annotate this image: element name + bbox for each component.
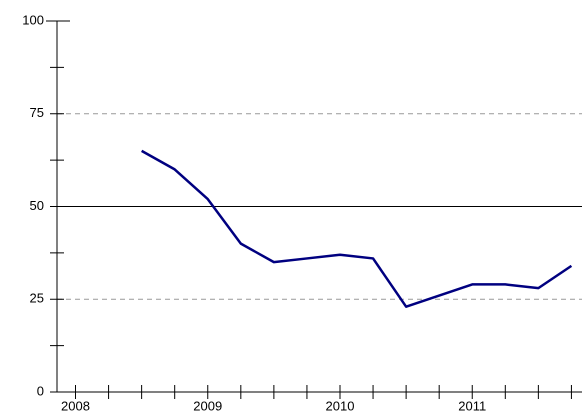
x-tick-label: 2011 — [458, 398, 486, 413]
x-tick-label: 2010 — [326, 398, 355, 413]
y-tick-label: 25 — [30, 291, 44, 306]
y-tick-label: 50 — [30, 198, 44, 213]
x-tick-label: 2008 — [61, 398, 90, 413]
y-tick-label: 0 — [37, 383, 44, 398]
x-tick-label: 2009 — [193, 398, 222, 413]
y-tick-label: 75 — [30, 105, 44, 120]
y-tick-label: 100 — [22, 12, 44, 27]
data-line — [141, 149, 573, 308]
